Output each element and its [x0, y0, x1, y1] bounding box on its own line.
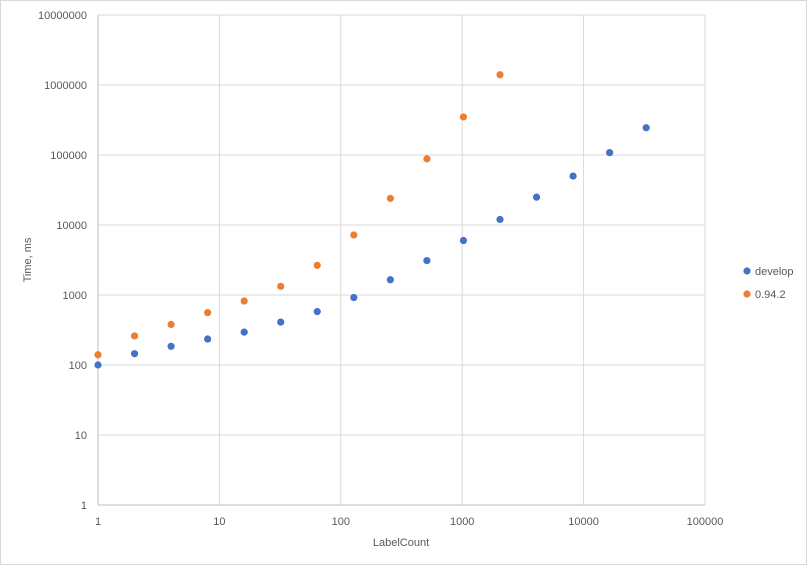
x-tick-label: 1 [95, 516, 101, 528]
y-tick-label: 10000000 [38, 10, 87, 22]
data-point [606, 149, 614, 157]
legend-label: 0.94.2 [755, 289, 786, 301]
data-point [496, 71, 504, 79]
data-point [642, 124, 650, 132]
y-axis-title: Time, ms [22, 237, 34, 282]
data-point [130, 332, 139, 340]
data-point [204, 309, 212, 317]
data-point [350, 231, 358, 239]
y-tick-label: 1000000 [44, 80, 87, 92]
data-point [386, 276, 394, 284]
data-point [423, 155, 431, 163]
data-point [532, 193, 541, 201]
data-point [350, 293, 358, 302]
data-point [94, 361, 102, 369]
data-point [459, 236, 468, 245]
x-axis-title: LabelCount [373, 537, 429, 549]
data-point [313, 261, 321, 269]
data-point [459, 113, 468, 121]
y-axis-ticks: 1 10 100 1000 10000 100000 1000000 10000000 [38, 10, 87, 512]
data-point [204, 335, 212, 343]
x-tick-label: 100 [332, 516, 350, 528]
data-point [313, 307, 321, 316]
y-tick-label: 100000 [50, 150, 87, 162]
x-axis-ticks: 1 10 100 1000 10000 100000 [95, 516, 723, 528]
data-point [386, 194, 394, 202]
series-0-94-2 [94, 71, 504, 359]
data-point [496, 215, 504, 224]
x-tick-label: 10000 [568, 516, 599, 528]
gridlines [97, 14, 706, 506]
y-tick-label: 100 [69, 360, 87, 372]
data-point [130, 350, 139, 358]
y-tick-label: 1000 [63, 290, 87, 302]
y-tick-label: 10000 [56, 220, 87, 232]
legend: develop 0.94.2 [743, 266, 794, 301]
x-tick-label: 1000 [450, 516, 474, 528]
series-develop [94, 124, 650, 369]
y-tick-label: 10 [75, 430, 87, 442]
data-point [94, 351, 102, 359]
data-point [240, 297, 248, 305]
data-points [94, 71, 650, 369]
data-point [167, 342, 175, 350]
data-point [569, 172, 577, 180]
x-tick-label: 100000 [687, 516, 724, 528]
y-tick-label: 1 [81, 500, 87, 512]
data-point [240, 328, 248, 336]
legend-marker [743, 267, 751, 275]
legend-label: develop [755, 266, 794, 278]
x-tick-label: 10 [213, 516, 225, 528]
data-point [423, 257, 431, 265]
legend-marker [743, 290, 751, 298]
data-point [167, 320, 175, 329]
data-point [277, 282, 285, 290]
data-point [277, 318, 285, 326]
